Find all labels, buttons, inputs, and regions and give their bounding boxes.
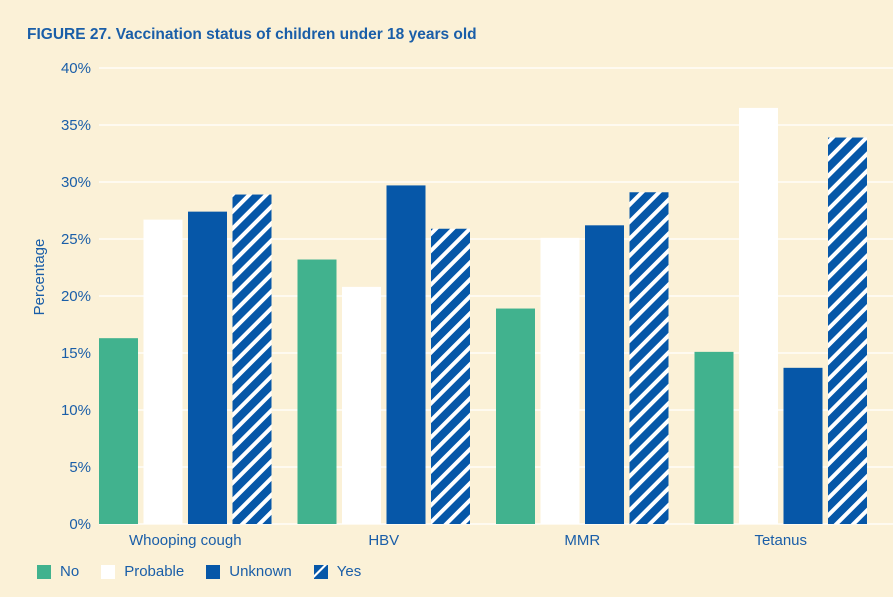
legend-label: Unknown	[229, 563, 292, 580]
y-tick-label: 35%	[61, 117, 91, 134]
legend-item-probable: Probable	[101, 563, 184, 580]
bar-no-tetanus	[694, 351, 734, 524]
bar-unknown-tetanus	[783, 367, 823, 524]
y-tick-label: 0%	[69, 516, 91, 533]
legend-item-unknown: Unknown	[206, 563, 292, 580]
legend-label: Yes	[336, 563, 362, 580]
bar-probable-hbv	[342, 286, 381, 524]
legend: No Probable Unknown Yes	[37, 563, 383, 580]
bar-yes-mmr	[629, 192, 669, 524]
y-tick-label: 10%	[61, 402, 91, 419]
y-tick-label: 30%	[61, 174, 91, 191]
legend-swatch-no	[37, 564, 51, 579]
bar-probable-whooping-cough	[143, 219, 183, 524]
bar-unknown-mmr	[585, 225, 624, 524]
axis-labels: 0% 5% 10% 15% 20% 25% 30% 35% 40% Percentage Whoop…	[31, 60, 807, 549]
y-tick-label: 40%	[61, 60, 91, 77]
figure-number: FIGURE 27.	[27, 26, 112, 43]
y-tick-label: 15%	[61, 345, 91, 362]
x-category-label: Whooping cough	[129, 532, 242, 549]
bar-unknown-whooping-cough	[188, 211, 227, 524]
y-tick-label: 20%	[61, 288, 91, 305]
bar-no-whooping-cough	[99, 338, 138, 524]
y-tick-label: 25%	[61, 231, 91, 248]
legend-label: No	[60, 563, 80, 580]
bar-yes-hbv	[431, 228, 470, 525]
bar-yes-whooping-cough	[232, 194, 272, 525]
legend-swatch-probable	[101, 564, 116, 579]
legend-item-yes: Yes	[313, 563, 362, 580]
figure-title-text: Vaccination status of children under 18 …	[115, 26, 477, 43]
bar-probable-tetanus	[739, 107, 778, 525]
legend-swatch-yes	[313, 564, 328, 579]
x-category-label: HBV	[368, 532, 399, 549]
x-category-label: Tetanus	[754, 532, 807, 549]
legend-swatch-unknown	[206, 564, 221, 579]
bar-yes-tetanus	[828, 137, 867, 525]
bar-no-mmr	[496, 308, 535, 524]
y-axis-title: Percentage	[31, 239, 48, 316]
x-category-label: MMR	[564, 532, 600, 549]
bar-probable-mmr	[540, 237, 580, 525]
legend-label: Probable	[124, 563, 185, 580]
bar-no-hbv	[297, 259, 337, 524]
bar-unknown-hbv	[386, 185, 426, 525]
bars	[99, 107, 867, 525]
legend-item-no: No	[37, 563, 79, 580]
y-tick-label: 5%	[69, 459, 91, 476]
chart-title: FIGURE 27. Vaccination status of childre…	[27, 26, 477, 44]
